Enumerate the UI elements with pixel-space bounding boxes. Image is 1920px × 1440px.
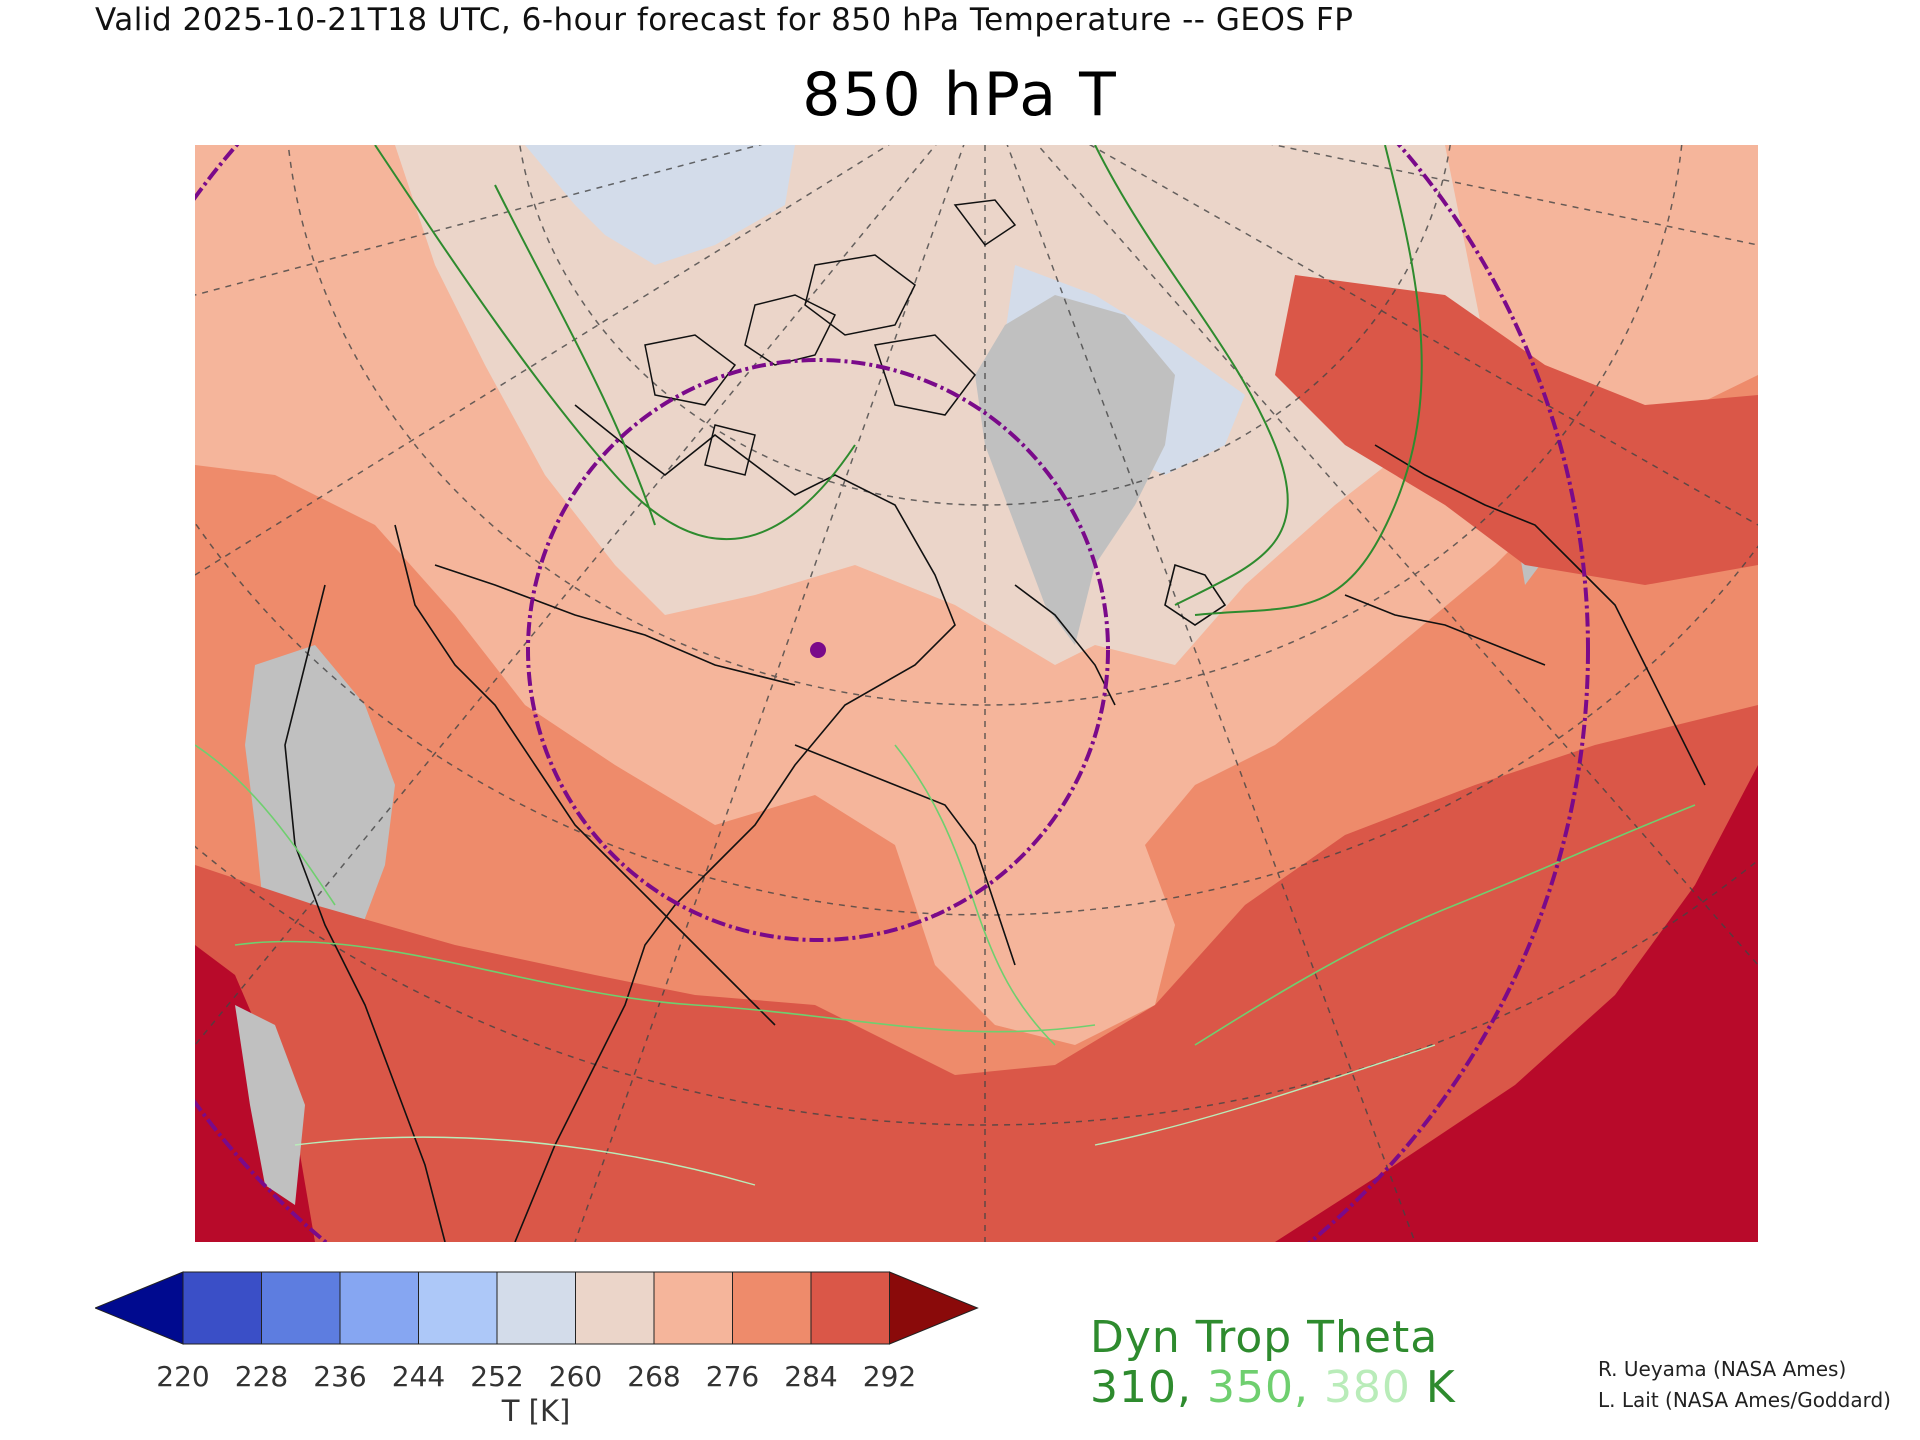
colorbar-cell — [418, 1271, 498, 1345]
colorbar-tick-label: 244 — [391, 1360, 446, 1393]
theta-350-contours — [195, 744, 1696, 1046]
graticule — [195, 145, 1758, 1242]
legend-title: Dyn Trop Theta — [1090, 1312, 1439, 1363]
outer-range-circle — [195, 145, 1590, 1242]
temperature-map — [195, 145, 1758, 1242]
theta-310-contours — [374, 145, 1423, 616]
colorbar-cell — [732, 1271, 812, 1345]
colorbar-high-extend — [889, 1271, 979, 1345]
colorbar-tick-label: 292 — [862, 1360, 917, 1393]
greenland-terrain — [975, 295, 1175, 645]
theta-380-contours — [294, 1044, 1436, 1186]
legend-value: 380 — [1323, 1362, 1411, 1413]
colorbar-tick-label: 252 — [470, 1360, 524, 1393]
credit-line-1: R. Ueyama (NASA Ames) — [1598, 1357, 1847, 1381]
colorbar-tick-label: 260 — [548, 1360, 603, 1393]
temperature-band-284-292 — [195, 705, 1758, 1242]
colorbar-label: T [K] — [501, 1394, 571, 1428]
inner-range-circle — [526, 358, 1110, 942]
temperature-band-260-268 — [395, 145, 1485, 665]
colorbar-cell — [339, 1271, 419, 1345]
base-location-marker — [810, 642, 826, 658]
map-title: 850 hPa T — [802, 60, 1118, 130]
legend-value: 350 — [1206, 1362, 1294, 1413]
colorbar-cell — [261, 1271, 341, 1345]
forecast-valid-title: Valid 2025-10-21T18 UTC, 6-hour forecast… — [95, 2, 1354, 38]
colorbar-tick-label: 228 — [234, 1360, 289, 1393]
colorbar-tick-label: 268 — [627, 1360, 681, 1393]
colorbar-tick-label: 236 — [313, 1360, 367, 1393]
colorbar — [95, 1271, 979, 1345]
colorbar-cell — [182, 1271, 262, 1345]
legend-value: 310 — [1090, 1362, 1177, 1413]
colorbar-tick-label: 276 — [705, 1360, 760, 1393]
colorbar-cell — [653, 1271, 733, 1345]
colorbar-cell — [496, 1271, 576, 1345]
colorbar-tick-label: 220 — [156, 1360, 210, 1393]
colorbar-low-extend — [95, 1271, 184, 1345]
temperature-band-252-260 — [525, 145, 795, 265]
legend-value: K — [1410, 1362, 1456, 1413]
colorbar-tick-label: 284 — [784, 1360, 838, 1393]
legend-values: 310, 350, 380 K — [1090, 1362, 1456, 1413]
colorbar-cell — [810, 1271, 890, 1345]
flight-range-circles — [195, 145, 1590, 1242]
colorbar-cell — [575, 1271, 655, 1345]
legend-value: , — [1176, 1362, 1207, 1413]
credit-line-2: L. Lait (NASA Ames/Goddard) — [1598, 1388, 1891, 1412]
legend-value: , — [1293, 1362, 1324, 1413]
credits: R. Ueyama (NASA Ames) L. Lait (NASA Ames… — [1598, 1354, 1891, 1416]
